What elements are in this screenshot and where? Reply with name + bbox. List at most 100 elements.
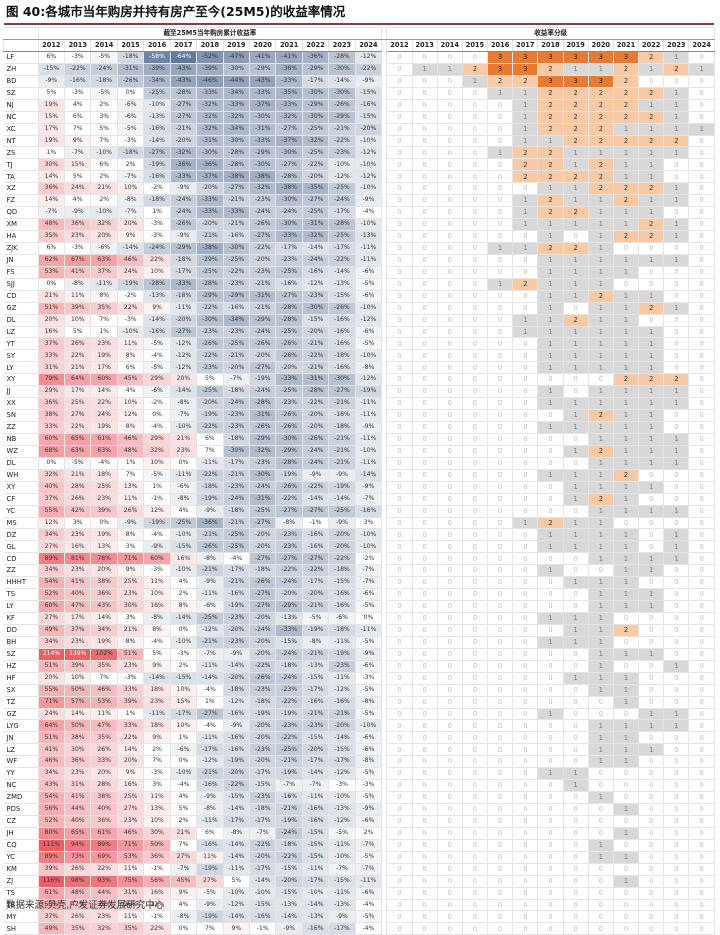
class-cell: 0 <box>537 874 564 888</box>
return-cell: -30% <box>275 194 303 208</box>
class-cell: 1 <box>537 707 564 721</box>
class-cell: 0 <box>487 826 514 840</box>
return-cell: -11% <box>196 588 224 602</box>
return-cell: 10% <box>143 265 171 279</box>
return-cell: -26% <box>275 409 303 422</box>
return-cell: 7% <box>143 755 171 769</box>
class-cell: 1 <box>537 361 564 375</box>
return-cell: 1% <box>116 707 145 721</box>
table-row: HA 35% 23% 20% 9% -3% -9% -21% -16% -27% -33% -32% -… <box>3 230 715 243</box>
return-cell: -32% <box>248 182 277 196</box>
class-cell: 0 <box>487 361 514 375</box>
class-cell: 0 <box>562 564 589 578</box>
class-cell: 0 <box>386 874 413 888</box>
return-cell: 5% <box>37 86 66 100</box>
class-cell: 1 <box>562 623 589 637</box>
return-cell: 37% <box>37 492 66 506</box>
table-row: SX 55% 50% 46% 33% 18% 10% -4% -18% -23% -23% -17% -… <box>3 683 715 697</box>
class-cell: 2 <box>587 134 614 148</box>
class-cell: 2 <box>612 194 640 208</box>
class-cell: 1 <box>587 588 614 602</box>
class-cell: 0 <box>386 731 413 745</box>
return-cell: 0% <box>90 516 118 530</box>
return-cell: 3% <box>116 612 145 625</box>
class-cell: 0 <box>537 576 564 590</box>
return-cell: 51% <box>116 647 145 661</box>
table-row: FZ 14% 4% 2% -8% -18% -24% -33% -21% -23% -30% -27%… <box>3 194 715 208</box>
return-cell: -23% <box>222 635 251 649</box>
class-cell: 0 <box>386 564 413 578</box>
return-cell: 21% <box>37 289 66 303</box>
return-cell: 4% <box>169 791 198 804</box>
column-gap <box>381 182 388 195</box>
class-cell: 0 <box>386 265 413 279</box>
return-cell: -26% <box>275 480 303 494</box>
class-cell: 0 <box>638 874 665 888</box>
return-cell: -16% <box>275 791 303 804</box>
table-row: YY 34% 23% 20% 9% -3% -10% -21% -20% -17% -19% -14%… <box>3 767 715 781</box>
city-label: HF <box>3 671 39 685</box>
return-cell: 75% <box>116 874 145 888</box>
return-cell: -15% <box>37 62 66 76</box>
return-cell: -5% <box>354 337 383 351</box>
return-cell: -20% <box>301 588 330 602</box>
return-cell: 98% <box>64 874 92 888</box>
city-label: LZ <box>3 325 39 339</box>
class-cell: 0 <box>386 540 413 554</box>
class-cell: 0 <box>436 385 463 399</box>
class-cell: 0 <box>512 528 539 542</box>
return-cell: 22% <box>90 862 118 876</box>
return-cell: 9% <box>64 134 92 148</box>
return-cell: -30% <box>328 86 356 100</box>
class-cell: 0 <box>411 432 438 446</box>
class-cell: 0 <box>688 516 715 530</box>
class-cell: 0 <box>562 659 589 673</box>
return-cell: -7% <box>37 206 66 220</box>
class-cell: 1 <box>663 540 690 554</box>
return-cell: 40% <box>90 803 118 816</box>
class-cell: 0 <box>461 265 489 279</box>
return-cell: 28% <box>64 480 92 494</box>
class-cell: 0 <box>411 803 438 816</box>
class-cell: 0 <box>436 576 463 590</box>
return-cell: 78% <box>90 552 118 566</box>
return-cell: 37% <box>90 265 118 279</box>
return-cell: -15% <box>275 635 303 649</box>
class-cell: 0 <box>411 110 438 124</box>
return-cell: -28% <box>222 158 251 172</box>
class-cell: 0 <box>436 98 463 112</box>
class-cell: 3 <box>537 50 564 64</box>
return-cell: -9% <box>196 576 224 590</box>
return-cell: -20% <box>248 540 277 554</box>
city-label: JJ <box>3 385 39 399</box>
class-cell: 0 <box>411 635 438 649</box>
class-cell: 0 <box>461 838 489 852</box>
class-cell: 1 <box>512 218 539 231</box>
return-cell: -11% <box>354 253 383 267</box>
return-cell: -18% <box>222 385 251 399</box>
class-cell: 2 <box>612 623 640 637</box>
class-cell: 2 <box>612 182 640 196</box>
return-cell: -32% <box>196 110 224 124</box>
class-cell: 0 <box>512 253 539 267</box>
return-cell: -46% <box>196 74 224 88</box>
return-cell: -20% <box>248 850 277 864</box>
return-cell: -23% <box>275 719 303 733</box>
class-cell: 0 <box>663 612 690 625</box>
class-cell: 0 <box>512 564 539 578</box>
class-cell: 0 <box>411 397 438 411</box>
class-cell: 1 <box>638 194 665 208</box>
class-cell: 0 <box>688 683 715 697</box>
class-cell: 0 <box>512 719 539 733</box>
class-cell: 0 <box>562 695 589 709</box>
return-cell: -6% <box>354 325 383 339</box>
return-cell: 20% <box>116 755 145 769</box>
class-cell: 0 <box>386 492 413 506</box>
return-cell: 23% <box>64 564 92 578</box>
table-row: MY 37% 26% 23% 11% -1% -8% -19% -14% -16% -14% -13%… <box>3 910 715 924</box>
return-cell: 8% <box>116 528 145 542</box>
class-cell: 1 <box>612 349 640 363</box>
class-cell: 0 <box>512 791 539 804</box>
return-cell: 0% <box>143 409 171 422</box>
city-label: XM <box>3 218 39 231</box>
